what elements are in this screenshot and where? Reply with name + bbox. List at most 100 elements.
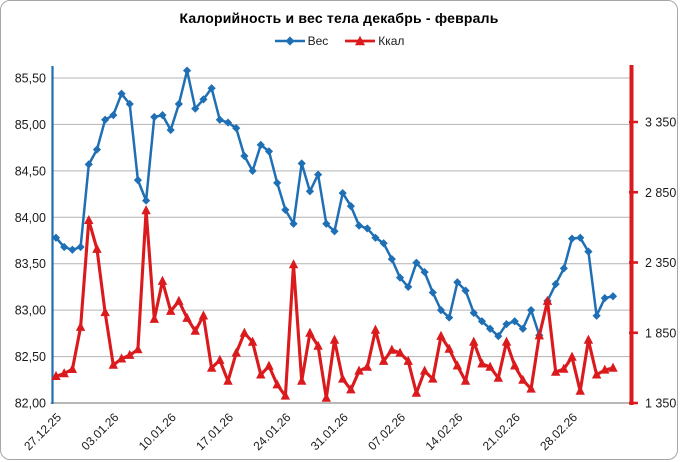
diamond-data-point-marker bbox=[445, 313, 454, 322]
diamond-data-point-marker bbox=[158, 111, 167, 120]
diamond-data-point-marker bbox=[60, 242, 69, 252]
x-axis-tick-label: 21.02.26 bbox=[480, 410, 523, 453]
triangle-data-point-marker bbox=[174, 295, 184, 305]
diamond-data-point-marker bbox=[551, 280, 560, 289]
diamond-data-point-marker bbox=[314, 170, 323, 179]
triangle-data-point-marker bbox=[149, 313, 159, 323]
diamond-data-point-marker bbox=[256, 140, 265, 149]
left-axis-tick-label: 83,50 bbox=[15, 257, 46, 271]
diamond-data-point-marker bbox=[330, 227, 339, 236]
diamond-data-point-marker bbox=[363, 224, 372, 233]
x-axis-tick-label: 17.01.26 bbox=[193, 410, 236, 453]
triangle-data-point-marker bbox=[198, 310, 209, 320]
triangle-data-point-marker bbox=[510, 360, 520, 370]
legend-marker-ves-line-diamond-icon bbox=[274, 36, 305, 46]
triangle-data-point-marker bbox=[321, 392, 332, 402]
x-axis-tick-label: 10.01.26 bbox=[136, 410, 179, 453]
triangle-data-point-marker bbox=[387, 344, 397, 354]
triangle-data-point-marker bbox=[469, 336, 479, 346]
triangle-data-point-marker bbox=[100, 306, 110, 317]
left-axis-tick-label: 84,50 bbox=[15, 164, 46, 178]
diamond-data-point-marker bbox=[322, 219, 331, 228]
triangle-data-point-marker bbox=[337, 373, 348, 383]
legend-label-kkal: Ккал bbox=[378, 34, 405, 48]
triangle-data-point-marker bbox=[526, 383, 536, 393]
diamond-data-point-marker bbox=[371, 233, 380, 242]
diamond-data-point-marker bbox=[518, 324, 527, 333]
triangle-data-point-marker bbox=[165, 305, 176, 315]
diamond-data-point-marker bbox=[191, 104, 200, 113]
x-axis-tick-label: 07.02.26 bbox=[365, 410, 408, 453]
diamond-data-point-marker bbox=[576, 233, 585, 242]
triangle-data-point-marker bbox=[329, 334, 340, 344]
right-axis-tick-label: 2 850 bbox=[645, 186, 676, 200]
triangle-data-point-marker bbox=[125, 349, 135, 359]
triangle-data-point-marker bbox=[575, 385, 585, 395]
diamond-data-point-marker bbox=[76, 242, 85, 252]
left-axis-tick-label: 84,00 bbox=[15, 211, 46, 225]
diamond-data-point-marker bbox=[469, 308, 478, 318]
diamond-data-point-marker bbox=[142, 196, 151, 205]
triangle-data-point-marker bbox=[436, 330, 446, 340]
diamond-data-point-marker bbox=[264, 147, 274, 156]
triangle-data-point-marker bbox=[608, 362, 618, 372]
triangle-data-point-marker bbox=[223, 375, 233, 385]
diamond-data-point-marker bbox=[223, 118, 233, 127]
diamond-data-point-marker bbox=[101, 115, 110, 124]
triangle-data-point-marker bbox=[215, 354, 225, 364]
diamond-data-point-marker bbox=[248, 166, 257, 175]
diamond-data-point-marker bbox=[461, 286, 470, 295]
triangle-data-point-marker bbox=[403, 355, 413, 365]
diamond-data-point-marker bbox=[486, 324, 495, 333]
triangle-data-point-marker bbox=[157, 275, 168, 285]
x-axis-tick-label: 14.02.26 bbox=[423, 410, 466, 453]
triangle-data-point-marker bbox=[600, 364, 610, 374]
triangle-data-point-marker bbox=[67, 363, 78, 373]
diamond-data-point-marker bbox=[166, 125, 175, 135]
triangle-data-point-marker bbox=[92, 243, 102, 253]
triangle-data-point-marker bbox=[362, 361, 372, 371]
legend-label-ves: Вес bbox=[307, 34, 329, 48]
triangle-data-point-marker bbox=[51, 370, 61, 381]
x-axis-tick-label: 24.01.26 bbox=[251, 410, 294, 453]
x-axis-tick-label: 28.02.26 bbox=[537, 410, 580, 453]
triangle-data-point-marker bbox=[501, 336, 512, 346]
diamond-data-point-marker bbox=[174, 99, 183, 109]
triangle-data-point-marker bbox=[256, 369, 266, 379]
left-axis-tick-label: 82,50 bbox=[15, 350, 46, 364]
triangle-data-point-marker bbox=[542, 295, 553, 305]
triangle-data-point-marker bbox=[428, 373, 438, 383]
right-axis-tick-label: 3 350 bbox=[645, 116, 676, 130]
legend-marker-kkal-line-triangle-icon bbox=[345, 35, 376, 46]
diamond-data-point-marker bbox=[215, 115, 224, 124]
triangle-data-point-marker bbox=[477, 358, 487, 368]
triangle-data-point-marker bbox=[206, 362, 217, 372]
left-axis-tick-label: 83,00 bbox=[15, 304, 46, 318]
triangle-data-point-marker bbox=[59, 368, 69, 378]
triangle-data-point-marker bbox=[280, 390, 291, 400]
chart-title: Калорийность и вес тела декабрь - феврал… bbox=[179, 10, 499, 26]
triangle-data-point-marker bbox=[272, 379, 282, 389]
diamond-data-point-marker bbox=[346, 202, 355, 211]
diamond-data-point-marker bbox=[289, 219, 298, 228]
triangle-data-point-marker bbox=[231, 347, 241, 357]
triangle-data-point-marker bbox=[288, 259, 299, 269]
x-axis-tick-label: 03.01.26 bbox=[79, 410, 122, 453]
diamond-data-point-marker bbox=[354, 221, 364, 230]
triangle-data-point-marker bbox=[264, 360, 274, 370]
diamond-data-point-marker bbox=[477, 317, 487, 326]
triangle-data-point-marker bbox=[297, 375, 307, 385]
diamond-data-point-marker bbox=[92, 145, 102, 154]
diamond-data-point-marker bbox=[199, 95, 208, 104]
triangle-data-point-marker bbox=[460, 375, 471, 385]
x-axis-tick-label: 31.01.26 bbox=[308, 410, 351, 453]
triangle-data-point-marker bbox=[411, 387, 422, 397]
diamond-data-point-marker bbox=[395, 273, 405, 282]
diamond-data-point-marker bbox=[592, 311, 601, 320]
diamond-data-point-marker bbox=[453, 278, 462, 287]
triangle-data-point-marker bbox=[567, 351, 577, 361]
diamond-data-point-marker bbox=[109, 111, 118, 120]
diamond-data-point-marker bbox=[232, 124, 241, 133]
